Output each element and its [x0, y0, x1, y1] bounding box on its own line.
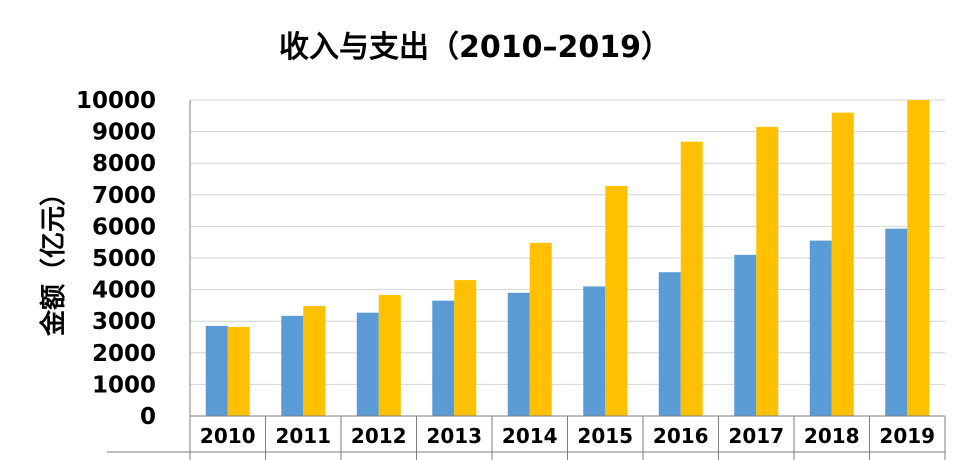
bar-2014-series-1 [507, 292, 530, 416]
bar-2015-series-1 [583, 286, 606, 416]
y-axis-label: 金额（亿元） [38, 180, 69, 337]
y-axis-ticks: 0 1000 2000 3000 4000 5000 6000 7000 8000 9000 100… [76, 88, 156, 430]
bar-2013-series-1 [432, 300, 455, 416]
bar-2010-series-2 [227, 326, 250, 416]
x-tick-label: 2017 [728, 424, 784, 448]
bar-2013-series-2 [454, 280, 477, 416]
bar-2016-series-2 [680, 141, 703, 416]
bar-2011-series-1 [281, 315, 304, 416]
chart-title: 收入与支出（2010–2019） [279, 30, 671, 65]
x-tick-label: 2013 [426, 424, 482, 448]
bar-2014-series-2 [529, 242, 552, 416]
bar-2016-series-1 [658, 272, 681, 416]
x-axis: 2010 2011 2012 2013 2014 2015 2016 2017 2018 2019 [107, 415, 946, 460]
y-tick-label: 0 [140, 404, 156, 430]
y-tick-label: 3000 [92, 309, 156, 335]
bar-2018-series-2 [831, 112, 854, 416]
x-tick-label: 2019 [879, 424, 935, 448]
x-tick-label: 2015 [577, 424, 633, 448]
bar-2019-series-1 [885, 228, 908, 416]
x-tick-label: 2016 [653, 424, 709, 448]
bar-2017-series-1 [734, 254, 757, 416]
y-tick-label: 7000 [92, 183, 156, 209]
bar-2015-series-2 [605, 185, 628, 416]
x-tick-label: 2011 [275, 424, 331, 448]
x-tick-label: 2014 [502, 424, 558, 448]
bar-2012-series-1 [356, 312, 379, 416]
bar-2019-series-2 [907, 100, 930, 416]
bar-2010-series-1 [205, 325, 228, 416]
y-tick-label: 4000 [92, 278, 156, 304]
y-tick-label: 10000 [76, 88, 156, 114]
y-tick-label: 1000 [92, 372, 156, 398]
bar-2017-series-2 [756, 126, 779, 417]
x-tick-label: 2018 [804, 424, 860, 448]
bar-2011-series-2 [303, 306, 326, 416]
y-tick-label: 9000 [92, 120, 156, 146]
bars [205, 100, 930, 417]
x-tick-label: 2012 [351, 424, 407, 448]
y-tick-label: 6000 [92, 214, 156, 240]
y-tick-label: 2000 [92, 341, 156, 367]
bar-2012-series-2 [378, 294, 401, 416]
bar-2018-series-1 [809, 240, 832, 416]
y-tick-label: 8000 [92, 151, 156, 177]
x-tick-label: 2010 [200, 424, 256, 448]
y-tick-label: 5000 [92, 246, 156, 272]
